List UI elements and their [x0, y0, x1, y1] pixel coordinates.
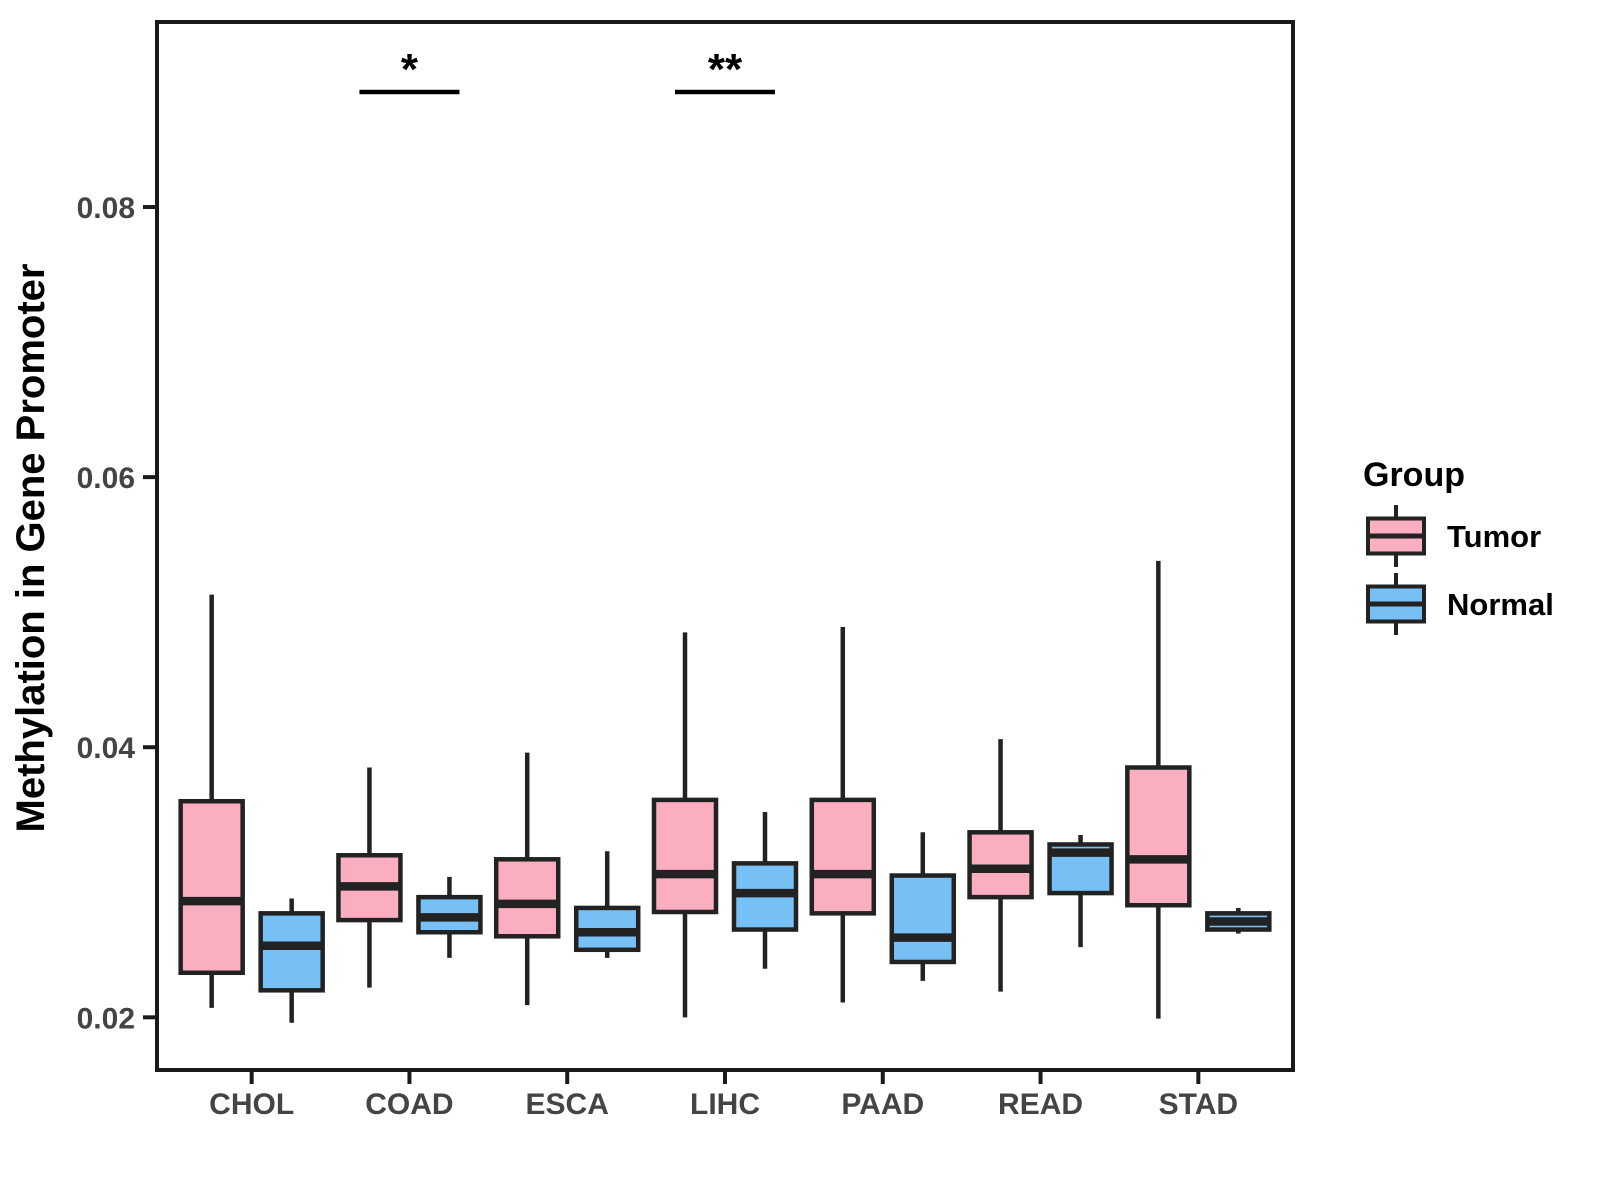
y-axis-tick-label: 0.08: [77, 192, 135, 225]
box-Tumor-CHOL: [178, 798, 245, 976]
legend-label-Normal: Normal: [1447, 587, 1554, 622]
x-axis-tick-label: COAD: [365, 1088, 453, 1121]
significance-stars-COAD: *: [401, 45, 419, 94]
x-axis-tick-label: READ: [998, 1088, 1083, 1121]
y-axis-tick-label: 0.04: [77, 732, 136, 765]
x-axis-tick-label: PAAD: [841, 1088, 924, 1121]
box-Tumor-STAD: [1125, 765, 1192, 908]
legend-title: Group: [1363, 456, 1465, 494]
x-axis-tick-label: STAD: [1159, 1088, 1238, 1121]
x-axis-tick-label: CHOL: [209, 1088, 294, 1121]
box-Normal-PAAD: [889, 873, 957, 965]
y-axis-tick-label: 0.06: [77, 462, 135, 495]
y-axis-tick-label: 0.02: [77, 1002, 135, 1035]
y-axis-title: Methylation in Gene Promoter: [9, 264, 53, 833]
box-Tumor-LIHC: [651, 797, 719, 915]
box-Tumor-ESCA: [493, 857, 561, 939]
x-axis-tick-label: ESCA: [526, 1088, 609, 1121]
x-axis-tick-label: LIHC: [690, 1088, 760, 1121]
legend-label-Tumor: Tumor: [1447, 519, 1541, 554]
plot-panel-border: [155, 20, 1295, 1072]
significance-stars-LIHC: **: [708, 45, 743, 94]
box-Tumor-PAAD: [809, 797, 877, 916]
box-Normal-CHOL: [258, 911, 325, 993]
